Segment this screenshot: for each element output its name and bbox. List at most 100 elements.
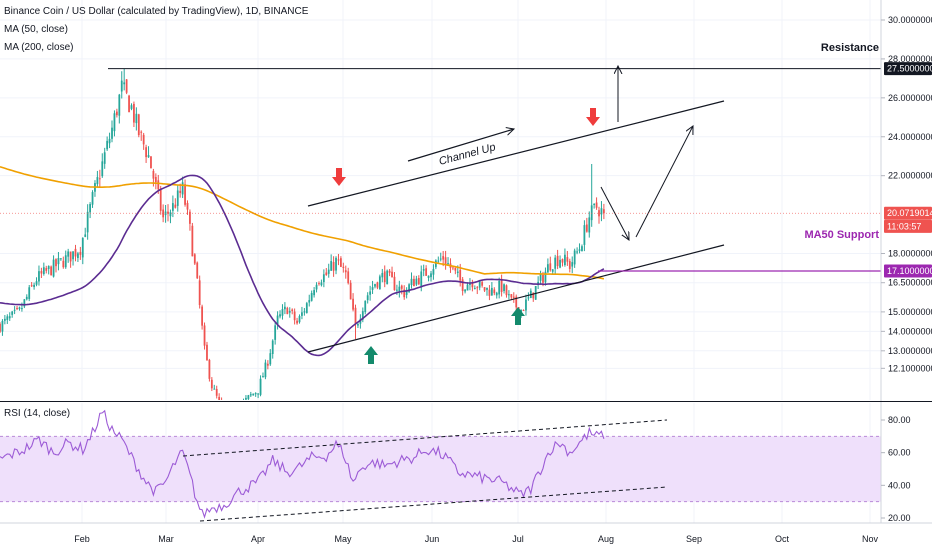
candle-body — [376, 282, 379, 288]
candle-body — [55, 259, 57, 267]
price-badge-label: 27.5000000 — [887, 64, 932, 74]
resistance-label: Resistance — [821, 42, 879, 54]
time-tick-label: Sep — [686, 534, 702, 544]
candle-body — [86, 211, 89, 233]
candle-body — [430, 273, 432, 278]
time-tick-label: Jul — [512, 534, 524, 544]
candle-body — [174, 204, 177, 208]
candle-body — [454, 267, 457, 271]
candle-body — [576, 251, 578, 253]
candle-body — [137, 114, 140, 136]
candle-body — [0, 323, 1, 332]
candle-body — [42, 267, 45, 275]
candle-body — [301, 312, 303, 316]
candle-body — [420, 271, 423, 287]
price-badge-label: 17.1000000 — [887, 266, 932, 276]
candle-body — [245, 397, 247, 400]
time-tick-label: May — [334, 534, 352, 544]
bottom-marker-arrow-jul — [511, 307, 525, 325]
candle-body — [262, 376, 264, 378]
channel-direction-arrow — [407, 129, 514, 162]
candle-body — [77, 253, 79, 258]
candle-body — [64, 255, 67, 268]
candle-body — [259, 378, 262, 395]
candle-body — [72, 251, 74, 260]
candle-body — [471, 283, 474, 288]
candle-body — [135, 113, 138, 124]
time-axis-bg — [0, 523, 932, 550]
candle-body — [466, 284, 469, 291]
candle-body — [254, 393, 257, 395]
candle-body — [247, 395, 250, 399]
channel-label: Channel Up — [438, 141, 497, 168]
ma200-legend: MA (200, close) — [4, 42, 74, 53]
price-tick-label: 14.0000000 — [888, 326, 932, 336]
candle-body — [181, 182, 184, 195]
candle-body — [283, 306, 286, 310]
candle-body — [515, 296, 518, 308]
candle-body — [325, 272, 328, 276]
candle-body — [495, 292, 498, 296]
candle-body — [386, 270, 389, 285]
candle-body — [47, 266, 50, 269]
candle-body — [203, 325, 206, 346]
candle-body — [354, 307, 357, 325]
candle-body — [293, 311, 296, 321]
price-tick-label: 24.0000000 — [888, 132, 932, 142]
candle-body — [125, 79, 128, 93]
candle-body — [486, 287, 488, 290]
candle-body — [602, 209, 605, 214]
ma50-line — [0, 174, 605, 357]
candle-body — [179, 190, 182, 194]
candle-body — [130, 105, 133, 109]
candle-body — [469, 283, 471, 285]
candle-body — [590, 205, 593, 221]
candle-body — [556, 255, 559, 267]
price-tick-label: 15.0000000 — [888, 307, 932, 317]
candle-body — [11, 311, 14, 315]
candle-body — [79, 251, 82, 255]
candle-body — [235, 413, 237, 415]
candle-body — [230, 409, 232, 412]
candle-body — [257, 393, 260, 395]
candle-body — [417, 278, 420, 285]
candle-body — [218, 396, 221, 400]
candle-body — [544, 271, 547, 283]
price-badge-bg — [884, 264, 932, 278]
candle-body — [271, 340, 274, 354]
candle-body — [352, 298, 354, 310]
candle-body — [154, 176, 157, 183]
candle-body — [322, 274, 325, 283]
top-marker-arrow-may — [332, 168, 346, 186]
candle-body — [578, 249, 581, 251]
candle-body — [291, 309, 294, 312]
candle-body — [215, 388, 218, 396]
bottom-marker-arrow-may — [364, 346, 378, 364]
candles — [0, 68, 605, 415]
rsi-tick-label: 20.00 — [888, 513, 911, 523]
candle-body — [184, 184, 186, 205]
candle-body — [140, 131, 143, 133]
candle-body — [542, 274, 544, 283]
candle-body — [427, 275, 430, 278]
candle-body — [198, 280, 201, 306]
candle-body — [434, 260, 437, 268]
candle-body — [16, 308, 18, 310]
time-tick-label: Mar — [158, 534, 174, 544]
candle-body — [561, 259, 564, 263]
rsi-legend: RSI (14, close) — [4, 408, 71, 419]
rsi-tick-label: 60.00 — [888, 448, 911, 458]
candle-body — [315, 284, 318, 290]
candle-body — [408, 284, 410, 292]
rsi-series — [0, 409, 605, 519]
ma50-legend: MA (50, close) — [4, 24, 68, 35]
candle-body — [286, 307, 289, 315]
candle-body — [320, 282, 323, 286]
candle-body — [96, 177, 99, 185]
price-badge-bg — [884, 206, 932, 220]
candle-body — [59, 258, 62, 260]
candle-body — [593, 203, 596, 205]
candle-body — [145, 147, 147, 158]
candle-body — [274, 325, 277, 340]
candle-body — [176, 190, 179, 206]
